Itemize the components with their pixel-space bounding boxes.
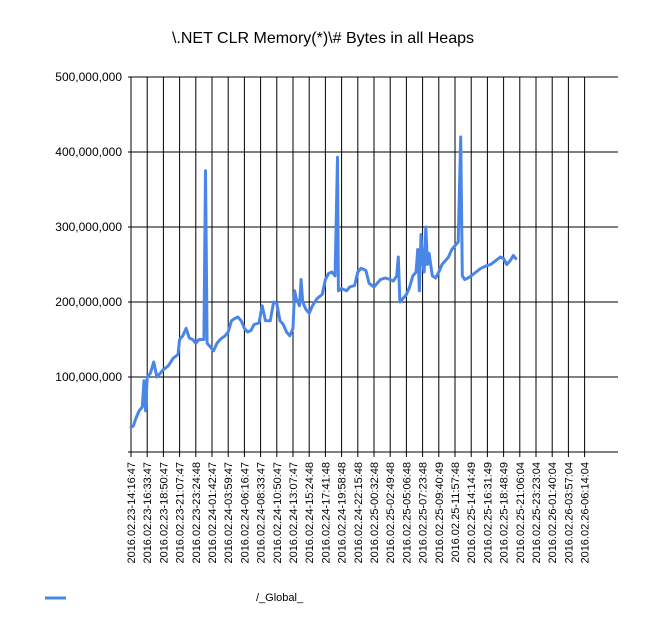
- x-tick-label: 2016.02.24-06:16:47: [239, 462, 251, 564]
- x-tick-label: 2016.02.25-18:48:49: [499, 462, 511, 564]
- grid-layer: [128, 76, 618, 452]
- x-tick-label: 2016.02.24-22:15:48: [353, 462, 365, 564]
- x-tick-label: 2016.02.23-14:16:47: [126, 462, 138, 564]
- legend-label: /_Global_: [256, 592, 304, 604]
- series-line: [129, 135, 518, 429]
- axis-layer: [128, 451, 618, 457]
- y-tick-label: 400,000,000: [55, 145, 122, 159]
- series-layer: [129, 135, 518, 429]
- x-tick-label: 2016.02.25-11:57:48: [450, 462, 462, 563]
- x-tick-label: 2016.02.24-10:50:47: [272, 462, 284, 564]
- x-tick-label: 2016.02.25-07:23:48: [418, 462, 430, 564]
- x-tick-label: 2016.02.25-23:23:04: [531, 462, 543, 564]
- x-tick-label: 2016.02.26-06:14:04: [580, 462, 592, 564]
- x-tick-label: 2016.02.24-17:41:48: [320, 462, 332, 564]
- y-tick-label: 200,000,000: [55, 295, 122, 309]
- x-tick-label: 2016.02.25-02:49:48: [385, 462, 397, 564]
- x-tick-label: 2016.02.25-14:14:49: [466, 462, 478, 564]
- x-tick-label: 2016.02.23-21:07:47: [175, 462, 187, 564]
- x-tick-label: 2016.02.26-03:57:04: [563, 462, 575, 564]
- x-tick-labels: 2016.02.23-14:16:47 2016.02.23-16:33:47 20…: [126, 462, 592, 564]
- x-tick-label: 2016.02.24-19:58:48: [337, 462, 349, 564]
- x-tick-label: 2016.02.24-03:59:47: [223, 462, 235, 564]
- x-tick-label: 2016.02.25-16:31:49: [482, 462, 494, 564]
- x-tick-label: 2016.02.24-01:42:47: [207, 462, 219, 564]
- y-tick-label: 300,000,000: [55, 220, 122, 234]
- y-tick-label: 100,000,000: [55, 370, 122, 384]
- y-tick-label: 500,000,000: [55, 70, 122, 84]
- x-tick-label: 2016.02.23-23:24:48: [191, 462, 203, 564]
- x-tick-label: 2016.02.23-16:33:47: [142, 462, 154, 564]
- x-tick-label: 2016.02.24-08:33:47: [256, 462, 268, 564]
- x-tick-label: 2016.02.24-13:07:47: [288, 462, 300, 564]
- x-tick-label: 2016.02.26-01:40:04: [547, 462, 559, 564]
- x-tick-label: 2016.02.25-00:32:48: [369, 462, 381, 564]
- chart-title: \.NET CLR Memory(*)\# Bytes in all Heaps: [171, 30, 474, 47]
- y-tick-labels: 100,000,000 200,000,000 300,000,000 400,000…: [55, 70, 122, 384]
- x-tick-label: 2016.02.25-09:40:49: [434, 462, 446, 564]
- x-tick-label: 2016.02.25-05:06:48: [401, 462, 413, 564]
- x-tick-label: 2016.02.23-18:50:47: [158, 462, 170, 564]
- x-tick-label: 2016.02.24-15:24:48: [304, 462, 316, 564]
- x-tick-label: 2016.02.25-21:06:04: [515, 462, 527, 564]
